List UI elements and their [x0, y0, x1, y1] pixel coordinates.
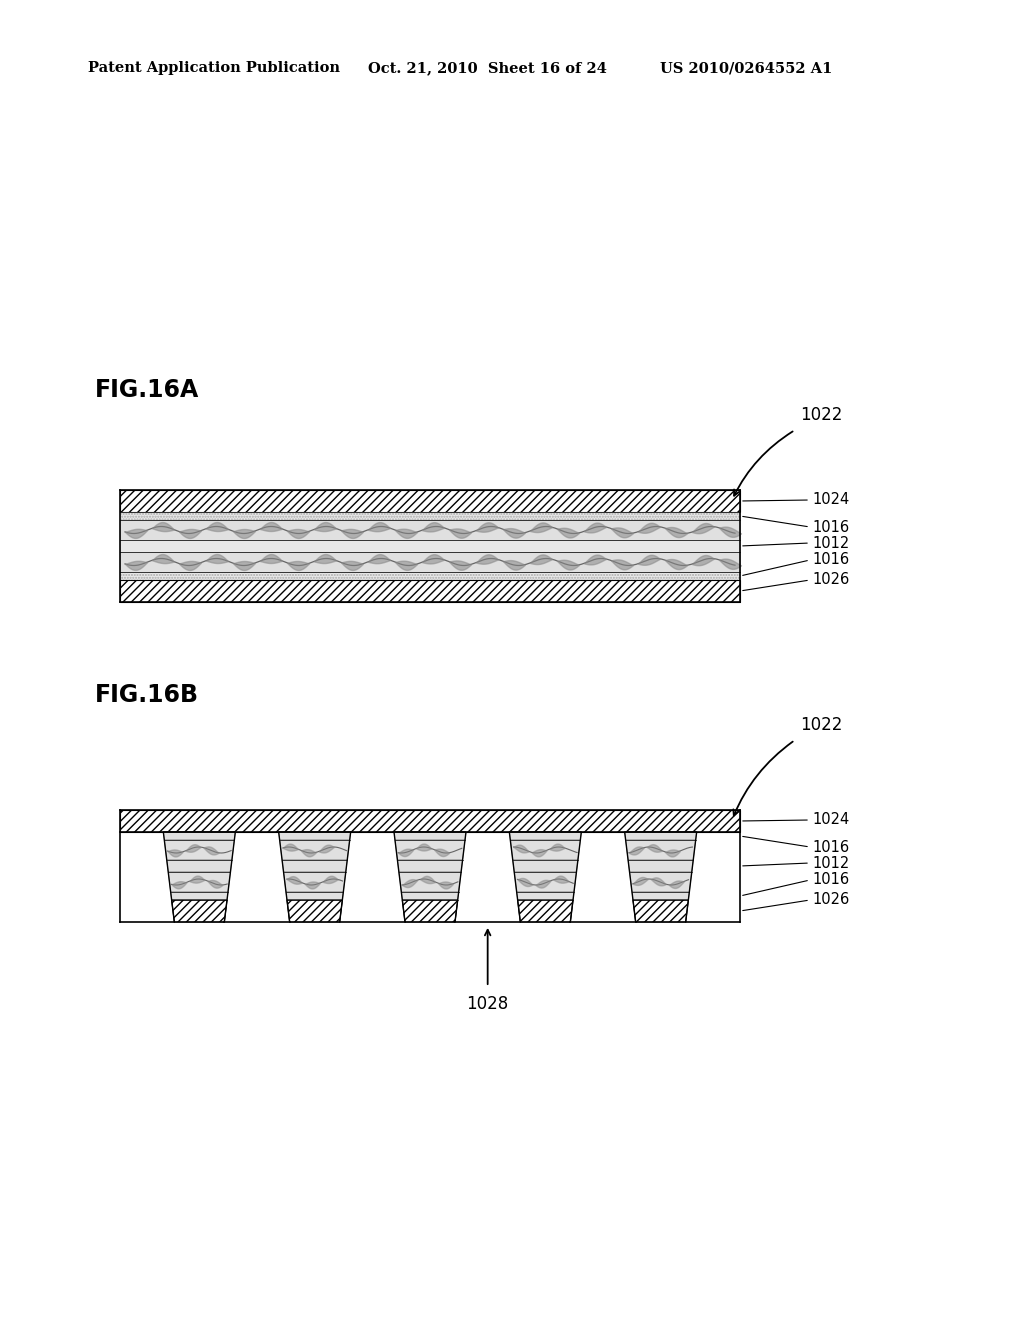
Bar — [120, 552, 740, 572]
Text: 1026: 1026 — [812, 892, 849, 908]
Text: FIG.16A: FIG.16A — [95, 378, 200, 403]
Polygon shape — [168, 873, 230, 892]
Bar — [120, 490, 740, 512]
Text: 1016: 1016 — [812, 873, 849, 887]
Polygon shape — [397, 861, 463, 873]
Bar — [120, 572, 740, 579]
Polygon shape — [280, 840, 349, 861]
Polygon shape — [395, 840, 465, 861]
Polygon shape — [279, 832, 350, 840]
Polygon shape — [164, 840, 234, 861]
Polygon shape — [282, 861, 347, 873]
Text: 1022: 1022 — [800, 407, 843, 424]
Text: 1024: 1024 — [812, 813, 849, 828]
Polygon shape — [510, 840, 581, 861]
Polygon shape — [509, 832, 582, 840]
Polygon shape — [402, 900, 458, 921]
Polygon shape — [632, 892, 689, 900]
Text: 1016: 1016 — [812, 520, 849, 535]
Polygon shape — [167, 861, 231, 873]
Polygon shape — [402, 900, 458, 921]
Polygon shape — [513, 861, 578, 873]
Text: Oct. 21, 2010  Sheet 16 of 24: Oct. 21, 2010 Sheet 16 of 24 — [368, 61, 607, 75]
Polygon shape — [633, 900, 688, 921]
Polygon shape — [286, 892, 343, 900]
Polygon shape — [514, 873, 577, 892]
Polygon shape — [164, 832, 236, 840]
Polygon shape — [633, 900, 688, 921]
Text: 1012: 1012 — [812, 536, 849, 550]
Polygon shape — [518, 900, 573, 921]
Text: 1016: 1016 — [812, 840, 849, 854]
Polygon shape — [517, 892, 574, 900]
Text: 1016: 1016 — [812, 553, 849, 568]
Polygon shape — [172, 900, 227, 921]
Polygon shape — [171, 892, 228, 900]
Bar — [120, 520, 740, 540]
Polygon shape — [626, 840, 695, 861]
Polygon shape — [172, 900, 227, 921]
Polygon shape — [284, 873, 346, 892]
Text: 1026: 1026 — [812, 573, 849, 587]
Polygon shape — [628, 861, 693, 873]
Polygon shape — [394, 832, 466, 840]
Text: 1012: 1012 — [812, 855, 849, 870]
Polygon shape — [401, 892, 459, 900]
Polygon shape — [399, 873, 461, 892]
Polygon shape — [625, 832, 696, 840]
Text: 1024: 1024 — [812, 492, 849, 507]
Text: Patent Application Publication: Patent Application Publication — [88, 61, 340, 75]
Text: US 2010/0264552 A1: US 2010/0264552 A1 — [660, 61, 833, 75]
Polygon shape — [287, 900, 342, 921]
Text: 1022: 1022 — [800, 715, 843, 734]
Bar — [120, 579, 740, 602]
Text: FIG.16B: FIG.16B — [95, 682, 199, 708]
Polygon shape — [518, 900, 573, 921]
Text: 1028: 1028 — [467, 995, 509, 1012]
Polygon shape — [630, 873, 692, 892]
Bar — [120, 540, 740, 552]
Bar — [120, 512, 740, 520]
Bar — [120, 810, 740, 832]
Polygon shape — [287, 900, 342, 921]
